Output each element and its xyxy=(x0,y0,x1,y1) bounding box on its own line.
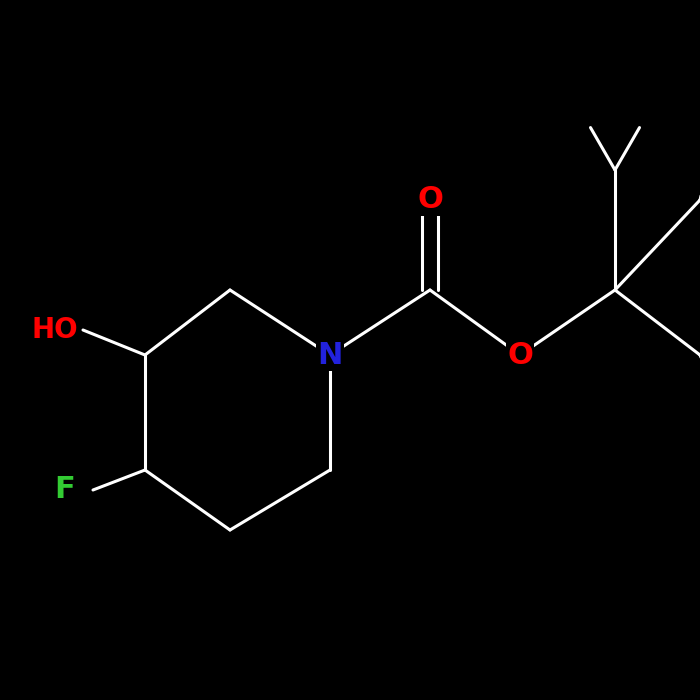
Text: O: O xyxy=(417,186,443,214)
Text: N: N xyxy=(317,340,343,370)
Text: HO: HO xyxy=(32,316,78,344)
Text: F: F xyxy=(55,475,76,505)
Text: O: O xyxy=(507,340,533,370)
